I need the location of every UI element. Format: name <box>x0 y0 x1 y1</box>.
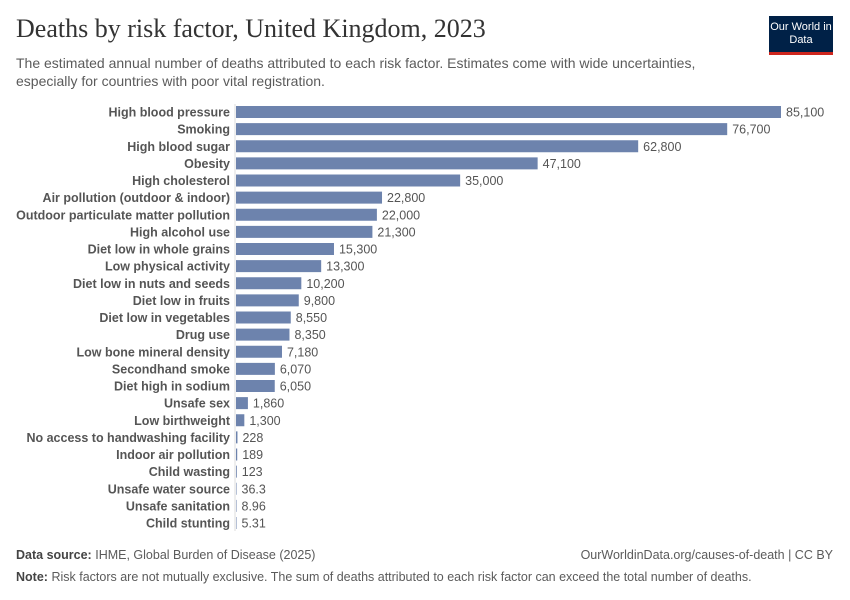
bar[interactable] <box>236 140 639 153</box>
bar[interactable] <box>236 448 238 461</box>
chart-title: Deaths by risk factor, United Kingdom, 2… <box>16 14 486 43</box>
value-label: 6,050 <box>280 380 311 394</box>
value-label: 22,000 <box>382 208 420 222</box>
value-label: 123 <box>242 465 263 479</box>
value-label: 7,180 <box>287 345 318 359</box>
category-label: Diet low in nuts and seeds <box>73 277 230 291</box>
value-label: 10,200 <box>306 277 344 291</box>
bar[interactable] <box>236 191 383 204</box>
category-label: Smoking <box>177 123 230 137</box>
bar[interactable] <box>236 174 461 187</box>
value-label: 15,300 <box>339 243 377 257</box>
bar[interactable] <box>236 345 282 358</box>
chart-subtitle: The estimated annual number of deaths at… <box>16 55 696 89</box>
category-label: Obesity <box>184 157 230 171</box>
source-text[interactable]: IHME, Global Burden of Disease (2025) <box>95 548 316 562</box>
value-label: 9,800 <box>304 294 335 308</box>
bar[interactable] <box>236 380 275 392</box>
category-label: High blood sugar <box>127 140 230 154</box>
value-label: 8,350 <box>294 328 325 342</box>
value-label: 62,800 <box>643 140 681 154</box>
category-label: Diet low in fruits <box>133 294 230 308</box>
value-label: 1,860 <box>253 397 284 411</box>
value-label: 1,300 <box>249 414 280 428</box>
category-label: Child wasting <box>149 465 230 479</box>
note-text: Risk factors are not mutually exclusive.… <box>51 570 752 584</box>
bar[interactable] <box>236 277 302 290</box>
owid-logo[interactable]: Our World in Data <box>769 16 833 55</box>
category-label: Unsafe water source <box>108 482 230 496</box>
value-label: 47,100 <box>543 157 581 171</box>
bar[interactable] <box>236 260 322 273</box>
value-label: 22,800 <box>387 191 425 205</box>
bar[interactable] <box>236 208 377 221</box>
category-label: Unsafe sanitation <box>126 499 230 513</box>
bar[interactable] <box>236 431 238 444</box>
category-label: Outdoor particulate matter pollution <box>16 208 230 222</box>
category-label: Unsafe sex <box>164 397 230 411</box>
category-label: Low birthweight <box>134 414 231 428</box>
category-label: Low physical activity <box>105 260 230 274</box>
value-label: 8,550 <box>296 311 327 325</box>
bar[interactable] <box>236 414 245 427</box>
note-label: Note: <box>16 570 48 584</box>
category-label: High alcohol use <box>130 225 230 239</box>
data-source: Data source: IHME, Global Burden of Dise… <box>16 548 315 562</box>
bar[interactable] <box>236 397 248 410</box>
category-label: Child stunting <box>146 517 230 531</box>
bar[interactable] <box>236 157 538 170</box>
category-label: High cholesterol <box>132 174 230 188</box>
bar[interactable] <box>236 482 237 495</box>
category-label: Drug use <box>176 328 230 342</box>
category-label: Diet low in whole grains <box>88 243 230 257</box>
value-label: 35,000 <box>465 174 503 188</box>
bar[interactable] <box>236 362 275 375</box>
value-label: 76,700 <box>732 123 770 137</box>
bar[interactable] <box>236 499 237 512</box>
category-label: Low bone mineral density <box>77 345 231 359</box>
category-label: Air pollution (outdoor & indoor) <box>43 191 230 205</box>
category-label: No access to handwashing facility <box>26 431 230 445</box>
source-url[interactable]: OurWorldinData.org/causes-of-death | CC … <box>580 548 833 562</box>
value-label: 21,300 <box>377 225 415 239</box>
value-label: 36.3 <box>242 482 266 496</box>
bar[interactable] <box>236 225 373 238</box>
bar[interactable] <box>236 106 781 118</box>
value-label: 5.31 <box>242 517 266 531</box>
value-label: 85,100 <box>786 106 824 120</box>
value-label: 228 <box>242 431 263 445</box>
value-label: 13,300 <box>326 260 364 274</box>
value-label: 6,070 <box>280 362 311 376</box>
bar[interactable] <box>236 243 334 255</box>
bar[interactable] <box>236 311 291 324</box>
category-label: Secondhand smoke <box>112 362 230 376</box>
footnote: Note: Risk factors are not mutually excl… <box>16 570 752 584</box>
category-label: Indoor air pollution <box>116 448 230 462</box>
category-label: High blood pressure <box>108 106 230 120</box>
category-label: Diet low in vegetables <box>99 311 230 325</box>
bar[interactable] <box>236 294 299 307</box>
category-label: Diet high in sodium <box>114 380 230 394</box>
value-label: 189 <box>242 448 263 462</box>
bar[interactable] <box>236 328 290 341</box>
bar[interactable] <box>236 517 237 529</box>
source-label: Data source: <box>16 548 92 562</box>
bar[interactable] <box>236 465 237 478</box>
bar[interactable] <box>236 123 728 136</box>
value-label: 8.96 <box>242 499 266 513</box>
